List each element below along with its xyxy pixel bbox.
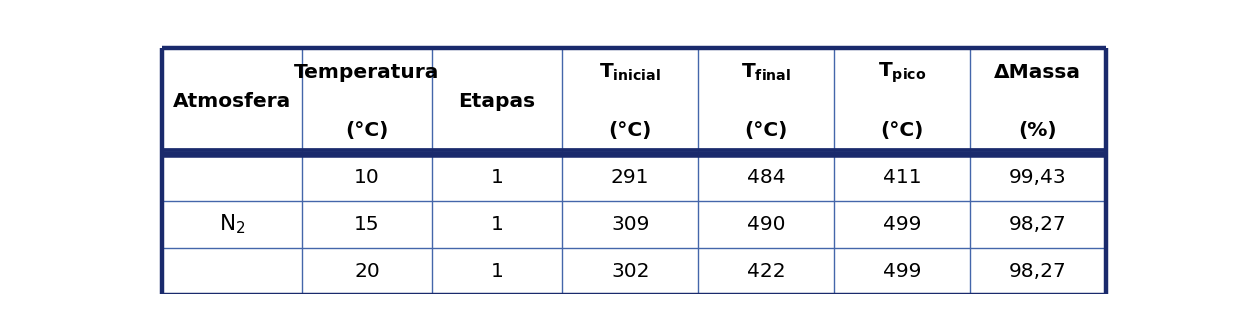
Text: 291: 291 [611,168,649,187]
Text: T$_{\mathbf{final}}$: T$_{\mathbf{final}}$ [741,62,790,83]
Text: T$_{\mathbf{inicial}}$: T$_{\mathbf{inicial}}$ [599,62,661,83]
Text: 1: 1 [491,262,503,281]
Text: 20: 20 [354,262,380,281]
Text: 499: 499 [883,262,922,281]
Text: (°C): (°C) [345,121,388,140]
Text: T$_{\mathbf{pico}}$: T$_{\mathbf{pico}}$ [878,60,927,84]
Text: 484: 484 [747,168,785,187]
Text: 15: 15 [354,215,380,234]
Text: 302: 302 [611,262,649,281]
Text: 411: 411 [882,168,922,187]
Text: Atmosfera: Atmosfera [173,92,291,111]
Text: 99,43: 99,43 [1009,168,1066,187]
Text: 10: 10 [354,168,380,187]
Text: 422: 422 [747,262,785,281]
Text: (°C): (°C) [745,121,788,140]
Text: ΔMassa: ΔMassa [995,63,1081,82]
Text: N$_2$: N$_2$ [219,213,245,236]
Text: Temperatura: Temperatura [294,63,439,82]
Text: 490: 490 [747,215,785,234]
Text: (°C): (°C) [881,121,924,140]
Text: 98,27: 98,27 [1009,262,1066,281]
Text: 1: 1 [491,215,503,234]
Text: (%): (%) [1018,121,1058,140]
Text: 98,27: 98,27 [1009,215,1066,234]
Text: Etapas: Etapas [459,92,536,111]
Text: 499: 499 [883,215,922,234]
Text: 1: 1 [491,168,503,187]
Text: (°C): (°C) [609,121,652,140]
Text: 309: 309 [611,215,649,234]
